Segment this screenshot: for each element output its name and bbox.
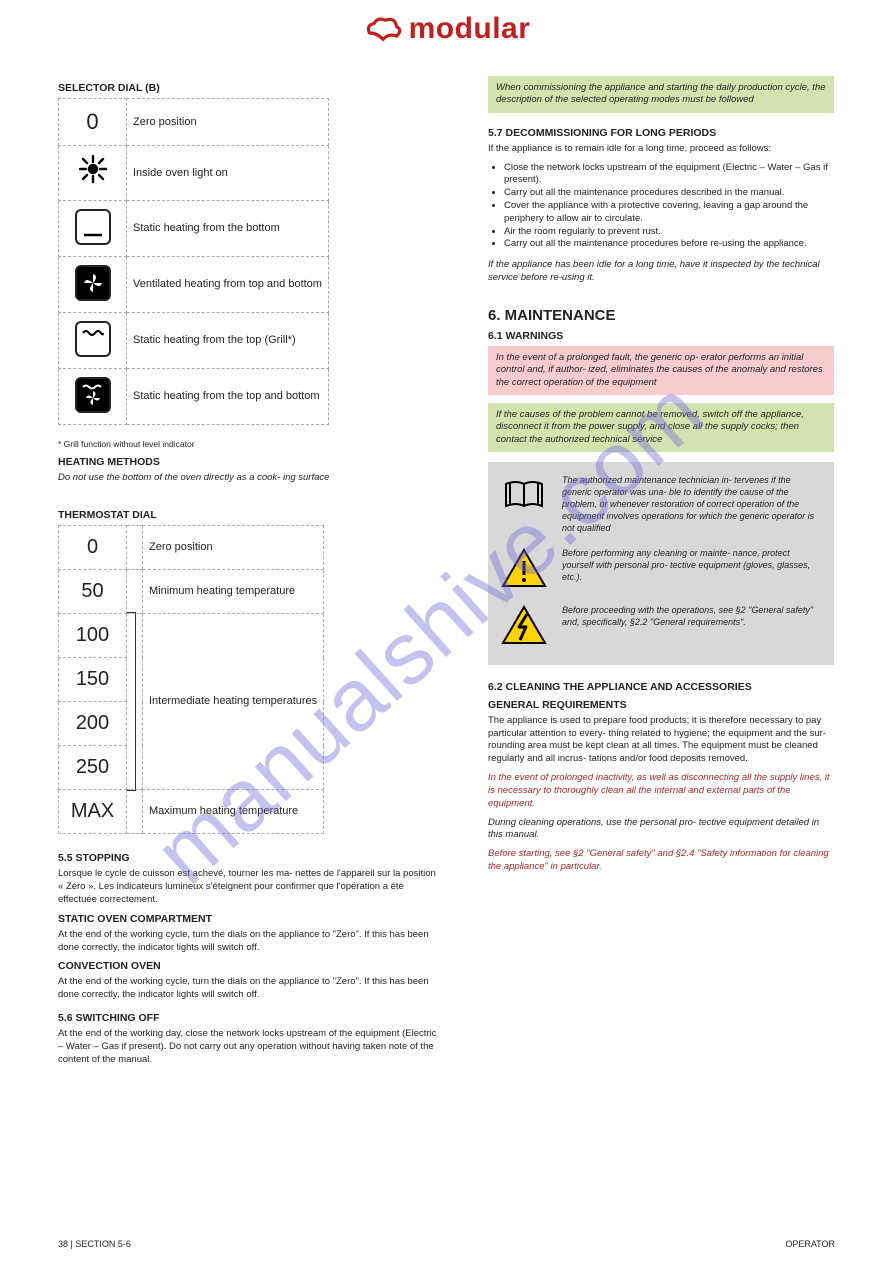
static-oven-title: STATIC OVEN COMPARTMENT [58,913,438,925]
selector-icon-light [59,146,127,201]
cleaning-warn: During cleaning operations, use the pers… [488,817,834,843]
temp-val: 200 [59,702,127,746]
conv-oven-title: CONVECTION OVEN [58,960,438,972]
temp-val: 0 [59,526,127,570]
temp-val: 50 [59,570,127,614]
table-row: 0 Zero position [59,99,329,146]
selector-label: Inside oven light on [127,146,329,201]
list-item: Carry out all the maintenance procedures… [504,187,834,200]
selector-label: Zero position [127,99,329,146]
left-column: SELECTOR DIAL (B) 0 Zero position Inside… [58,76,438,1072]
grey-item-manual: The authorized maintenance technician in… [500,474,822,535]
footer-right: OPERATOR [785,1239,835,1249]
temp-val: 250 [59,746,127,790]
switchoff-text: At the end of the working day, close the… [58,1028,438,1066]
warning-red-bar: In the event of a prolonged fault, the g… [488,346,834,395]
selector-label: Static heating from the bottom [127,201,329,257]
stopping-para: Lorsque le cycle de cuisson est achevé, … [58,868,438,906]
table-row: 100 Intermediate heating temperatures [59,614,324,658]
table-row: Static heating from the top (Grill*) [59,313,329,369]
maintenance-chapter: 6. MAINTENANCE [488,307,834,324]
cleaning-gen-title: GENERAL REQUIREMENTS [488,699,834,711]
warnings-grey-box: The authorized maintenance technician in… [488,462,834,665]
temp-label: Maximum heating temperature [143,790,324,834]
electric-triangle-icon [500,604,548,649]
footer-left: 38 | SECTION 5-6 [58,1239,131,1249]
table-row: Ventilated heating from top and bottom [59,257,329,313]
grey-item-caution: Before performing any cleaning or mainte… [500,547,822,592]
grey-item-electric: Before proceeding with the operations, s… [500,604,822,649]
selector-label: Static heating from the top (Grill*) [127,313,329,369]
decommissioning-list: Close the network locks upstream of the … [488,162,834,252]
thermostat-title: THERMOSTAT DIAL [58,509,438,521]
grey-item-text: Before performing any cleaning or mainte… [562,547,822,583]
commissioning-note: When commissioning the appliance and sta… [488,76,834,113]
selector-label: Static heating from the top and bottom [127,369,329,425]
list-item: Carry out all the maintenance procedures… [504,238,834,251]
switchoff-heading: 5.6 SWITCHING OFF [58,1012,438,1024]
conv-oven-text: At the end of the working cycle, turn th… [58,976,438,1002]
selector-footnote: * Grill function without level indicator [58,439,438,450]
selector-icon-fan-bottom [59,257,127,313]
selector-icon-fan-top-bottom [59,369,127,425]
temp-val: 150 [59,658,127,702]
selector-dial-table: 0 Zero position Inside oven light on Sta… [58,98,329,425]
cleaning-title: 6.2 CLEANING THE APPLIANCE AND ACCESSORI… [488,681,834,693]
cleaning-red1: In the event of prolonged inactivity, as… [488,772,834,810]
book-icon [500,474,548,517]
table-row: MAX Maximum heating temperature [59,790,324,834]
selector-table-title: SELECTOR DIAL (B) [58,82,438,94]
thermostat-table: 0 Zero position 50 Minimum heating tempe… [58,525,324,834]
temp-label: Zero position [143,526,324,570]
list-item: Air the room regularly to prevent rust. [504,226,834,239]
list-item: Cover the appliance with a protective co… [504,200,834,226]
table-row: 50 Minimum heating temperature [59,570,324,614]
warning-triangle-icon [500,547,548,592]
right-column: When commissioning the appliance and sta… [488,76,834,880]
temp-val: 100 [59,614,127,658]
brand-logo: modular [363,12,531,46]
cleaning-red2: Before starting, see §2 "General safety"… [488,848,834,874]
table-row: Static heating from the top and bottom [59,369,329,425]
temp-label: Minimum heating temperature [143,570,324,614]
cloud-logo-icon [363,14,403,44]
decommissioning-caution: If the appliance has been idle for a lon… [488,259,834,285]
list-item: Close the network locks upstream of the … [504,162,834,188]
static-oven-text: At the end of the working cycle, turn th… [58,929,438,955]
warning-green-bar: If the causes of the problem cannot be r… [488,403,834,452]
table-row: 0 Zero position [59,526,324,570]
selector-icon-bottom [59,201,127,257]
selector-icon-zero: 0 [59,99,127,146]
grey-item-text: Before proceeding with the operations, s… [562,604,822,628]
table-row: Static heating from the bottom [59,201,329,257]
cleaning-gen-text: The appliance is used to prepare food pr… [488,715,834,766]
decommissioning-intro: If the appliance is to remain idle for a… [488,143,834,156]
brand-text: modular [409,12,531,46]
table-row: Inside oven light on [59,146,329,201]
heating-caution-text: Do not use the bottom of the oven direct… [58,472,438,485]
temp-val: MAX [59,790,127,834]
decommissioning-title: 5.7 DECOMMISSIONING FOR LONG PERIODS [488,127,834,139]
selector-label: Ventilated heating from top and bottom [127,257,329,313]
heating-methods-title: HEATING METHODS [58,456,438,468]
warnings-title: 6.1 WARNINGS [488,330,834,342]
page-header: modular [0,12,893,47]
grey-item-text: The authorized maintenance technician in… [562,474,822,535]
temp-middle-label: Intermediate heating temperatures [143,614,324,790]
stopping-heading: 5.5 STOPPING [58,852,438,864]
selector-icon-top [59,313,127,369]
